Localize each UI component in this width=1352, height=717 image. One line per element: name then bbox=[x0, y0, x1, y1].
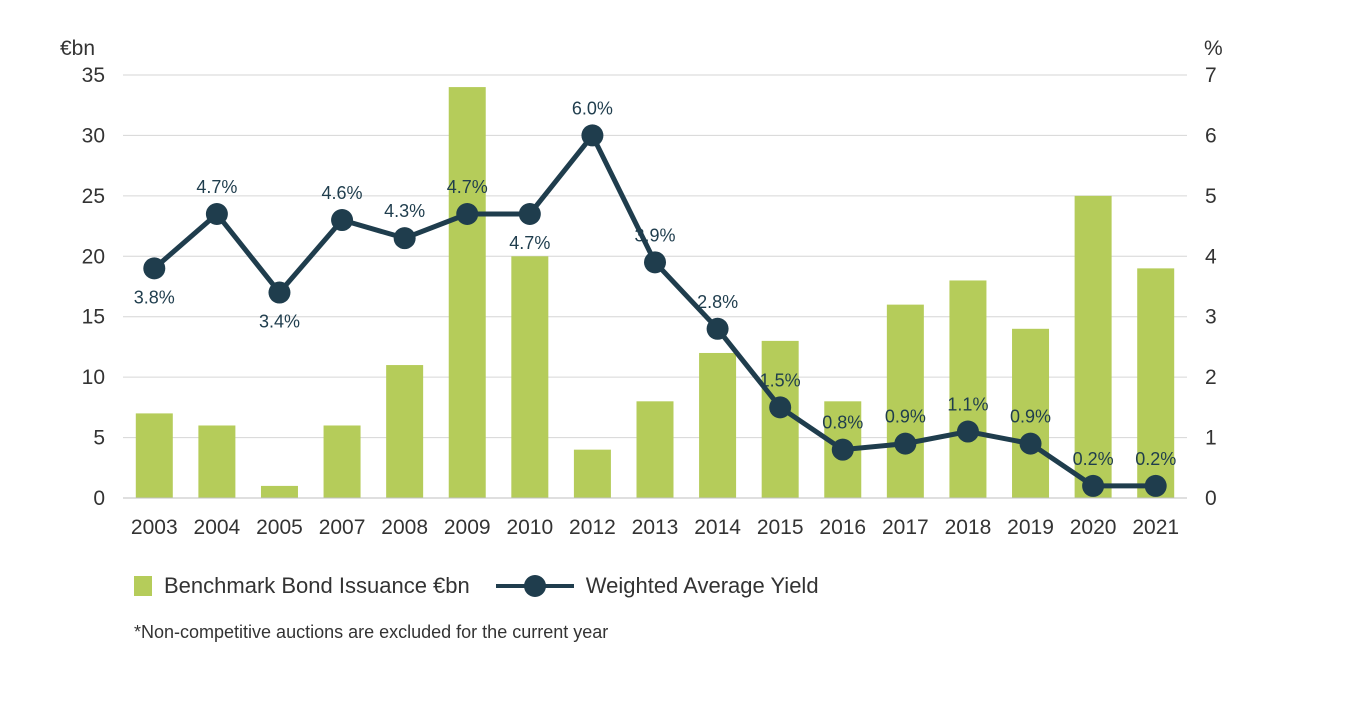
yield-point-label: 3.4% bbox=[259, 312, 300, 332]
yield-point bbox=[894, 432, 917, 455]
x-tick-label: 2021 bbox=[1132, 516, 1179, 539]
yield-point bbox=[143, 257, 166, 280]
bar bbox=[699, 352, 737, 498]
left-tick-label: 25 bbox=[82, 185, 105, 208]
yield-point-label: 4.7% bbox=[509, 233, 550, 253]
line-series bbox=[143, 124, 1167, 497]
yield-point-label: 4.3% bbox=[384, 201, 425, 221]
left-tick-label: 20 bbox=[82, 245, 105, 268]
x-tick-label: 2013 bbox=[632, 516, 679, 539]
right-tick-label: 2 bbox=[1205, 366, 1217, 389]
yield-point bbox=[769, 396, 792, 419]
bar bbox=[448, 87, 486, 498]
yield-point bbox=[706, 317, 729, 340]
yield-point bbox=[1144, 474, 1167, 497]
yield-point-label: 0.2% bbox=[1073, 449, 1114, 469]
right-tick-label: 1 bbox=[1205, 427, 1217, 450]
legend-label-issuance: Benchmark Bond Issuance €bn bbox=[164, 573, 470, 598]
left-tick-label: 35 bbox=[82, 64, 105, 87]
bar bbox=[135, 413, 173, 498]
legend: Benchmark Bond Issuance €bn Weighted Ave… bbox=[134, 568, 845, 604]
yield-point-label: 0.9% bbox=[885, 407, 926, 427]
bar bbox=[636, 401, 674, 498]
right-tick-label: 3 bbox=[1205, 306, 1217, 329]
left-tick-label: 5 bbox=[93, 427, 105, 450]
combo-chart: 3.8% 4.7% 3.4% 4.6% 4.3% 4.7% 4.7% 6.0% 3.9% 2.8%… bbox=[60, 37, 1223, 539]
x-tick-label: 2018 bbox=[945, 516, 992, 539]
right-tick-label: 4 bbox=[1205, 245, 1217, 268]
bar bbox=[1012, 328, 1050, 498]
right-tick-label: 0 bbox=[1205, 487, 1217, 510]
bar bbox=[260, 485, 298, 498]
axes: 0 5 10 15 20 25 30 35 0 1 2 3 4 5 6 7 €bn % 2003 2004 2005 20… bbox=[60, 37, 1223, 539]
x-tick-label: 2003 bbox=[131, 516, 178, 539]
yield-point bbox=[1019, 432, 1042, 455]
yield-point bbox=[644, 251, 666, 274]
yield-point bbox=[518, 202, 541, 225]
yield-point-label: 1.1% bbox=[947, 395, 988, 415]
yield-point-label: 3.8% bbox=[134, 287, 175, 307]
x-tick-label: 2014 bbox=[694, 516, 741, 539]
legend-line-swatch bbox=[495, 569, 574, 603]
x-tick-label: 2010 bbox=[506, 516, 553, 539]
x-tick-label: 2017 bbox=[882, 516, 929, 539]
legend-item-issuance[interactable]: Benchmark Bond Issuance €bn bbox=[134, 573, 470, 599]
yield-point-label: 0.2% bbox=[1135, 449, 1176, 469]
bar bbox=[511, 256, 549, 498]
x-tick-label: 2020 bbox=[1070, 516, 1117, 539]
bar bbox=[198, 425, 236, 498]
legend-bar-swatch bbox=[134, 576, 152, 596]
left-tick-label: 30 bbox=[82, 124, 105, 147]
x-tick-label: 2007 bbox=[319, 516, 366, 539]
bar-series bbox=[135, 87, 1175, 498]
yield-point bbox=[331, 209, 354, 232]
yield-point-label: 0.8% bbox=[822, 413, 863, 433]
legend-item-yield[interactable]: Weighted Average Yield bbox=[495, 569, 819, 603]
x-tick-label: 2004 bbox=[194, 516, 241, 539]
x-tick-label: 2005 bbox=[256, 516, 303, 539]
bar bbox=[1137, 268, 1175, 498]
yield-point bbox=[581, 124, 604, 147]
yield-point-label: 0.9% bbox=[1010, 407, 1051, 427]
bar bbox=[949, 280, 987, 498]
point-labels: 3.8% 4.7% 3.4% 4.6% 4.3% 4.7% 4.7% 6.0% 3.9% 2.8%… bbox=[134, 98, 1176, 468]
yield-point-label: 4.7% bbox=[196, 177, 237, 197]
x-tick-label: 2012 bbox=[569, 516, 616, 539]
bar bbox=[323, 425, 361, 498]
yield-point bbox=[393, 227, 416, 250]
yield-point bbox=[268, 281, 291, 304]
bar bbox=[886, 304, 924, 498]
x-tick-label: 2009 bbox=[444, 516, 491, 539]
yield-point-label: 3.9% bbox=[634, 225, 675, 245]
right-tick-label: 5 bbox=[1205, 185, 1217, 208]
right-axis-unit: % bbox=[1204, 37, 1223, 60]
bar bbox=[573, 449, 611, 498]
yield-point bbox=[831, 438, 854, 461]
x-tick-label: 2008 bbox=[381, 516, 428, 539]
right-tick-label: 7 bbox=[1205, 64, 1217, 87]
x-tick-label: 2019 bbox=[1007, 516, 1054, 539]
x-tick-label: 2015 bbox=[757, 516, 804, 539]
yield-point bbox=[1082, 474, 1105, 497]
bar bbox=[1074, 195, 1112, 498]
yield-point bbox=[205, 202, 228, 225]
yield-point-label: 4.6% bbox=[322, 183, 363, 203]
left-axis-unit: €bn bbox=[60, 37, 95, 60]
x-tick-label: 2016 bbox=[819, 516, 866, 539]
left-tick-label: 10 bbox=[82, 366, 105, 389]
right-tick-label: 6 bbox=[1205, 124, 1217, 147]
legend-label-yield: Weighted Average Yield bbox=[585, 573, 819, 598]
yield-point-label: 4.7% bbox=[447, 177, 488, 197]
yield-point-label: 1.5% bbox=[760, 370, 801, 390]
bar bbox=[386, 365, 424, 498]
yield-point-label: 2.8% bbox=[697, 292, 738, 312]
yield-point bbox=[456, 202, 479, 225]
yield-point-label: 6.0% bbox=[572, 98, 613, 118]
yield-point bbox=[956, 420, 979, 443]
left-tick-label: 0 bbox=[93, 487, 105, 510]
footnote: *Non-competitive auctions are excluded f… bbox=[134, 622, 609, 642]
left-tick-label: 15 bbox=[82, 306, 105, 329]
bar bbox=[761, 340, 799, 498]
